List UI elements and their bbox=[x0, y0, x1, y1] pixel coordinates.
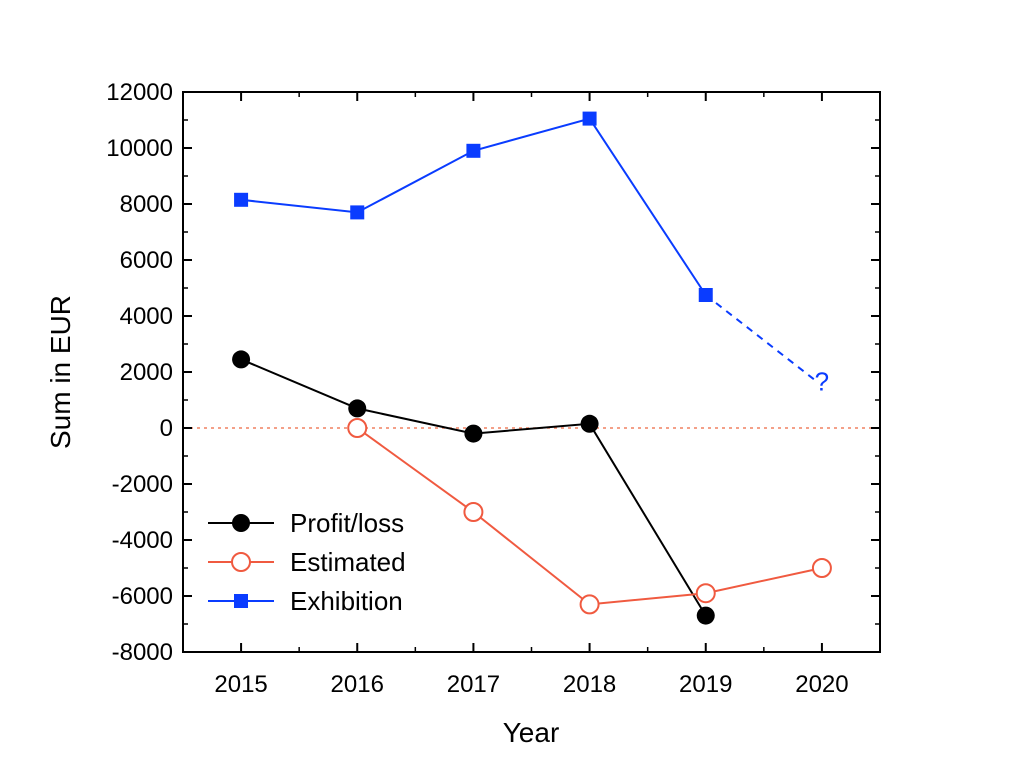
legend-marker bbox=[232, 514, 250, 532]
data-point bbox=[579, 594, 600, 615]
x-tick-label: 2020 bbox=[795, 671, 848, 698]
y-tick-label: -4000 bbox=[112, 527, 173, 554]
data-point bbox=[580, 414, 599, 433]
legend-label: Profit/loss bbox=[290, 508, 404, 538]
legend-label: Estimated bbox=[290, 547, 406, 577]
y-axis-title: Sum in EUR bbox=[45, 295, 76, 449]
data-point bbox=[582, 111, 597, 126]
data-point bbox=[234, 192, 249, 207]
y-tick-label: -8000 bbox=[112, 639, 173, 666]
data-point bbox=[232, 350, 251, 369]
x-axis-title: Year bbox=[503, 717, 560, 748]
data-point bbox=[350, 205, 365, 220]
projection-line bbox=[705, 294, 819, 384]
data-point bbox=[347, 418, 368, 438]
y-tick-label: 2000 bbox=[120, 359, 173, 386]
data-point bbox=[698, 288, 713, 302]
y-tick-label: -2000 bbox=[112, 471, 173, 498]
data-point bbox=[811, 558, 832, 578]
legend: Profit/loss Estimated Exhibition bbox=[208, 508, 406, 616]
y-tick-label: 12000 bbox=[106, 79, 173, 106]
y-tick-label: 8000 bbox=[120, 191, 173, 218]
projection-label: ? bbox=[815, 366, 829, 396]
y-tick-label: 4000 bbox=[120, 303, 173, 330]
y-tick-label: 6000 bbox=[120, 247, 173, 274]
data-point bbox=[464, 424, 483, 443]
y-tick-label: 0 bbox=[160, 415, 173, 442]
series-profit-loss bbox=[232, 350, 715, 625]
x-tick-label: 2017 bbox=[447, 671, 500, 698]
series-estimated bbox=[347, 418, 832, 615]
plot-frame bbox=[182, 91, 881, 653]
data-point bbox=[463, 502, 484, 522]
x-tick-label: 2018 bbox=[563, 671, 616, 698]
series-exhibition: ? bbox=[234, 111, 829, 396]
series-line bbox=[240, 358, 707, 617]
y-tick-label: -6000 bbox=[112, 583, 173, 610]
data-point bbox=[466, 143, 481, 158]
x-tick-label: 2019 bbox=[679, 671, 732, 698]
series-line bbox=[356, 427, 823, 606]
x-tick-label: 2015 bbox=[214, 671, 267, 698]
x-tick-label: 2016 bbox=[331, 671, 384, 698]
data-point bbox=[348, 399, 367, 418]
data-point bbox=[696, 606, 715, 625]
legend-label: Exhibition bbox=[290, 586, 403, 616]
data-point bbox=[695, 583, 716, 604]
legend-marker bbox=[234, 594, 248, 608]
legend-marker bbox=[231, 552, 251, 572]
y-tick-label: 10000 bbox=[106, 135, 173, 162]
